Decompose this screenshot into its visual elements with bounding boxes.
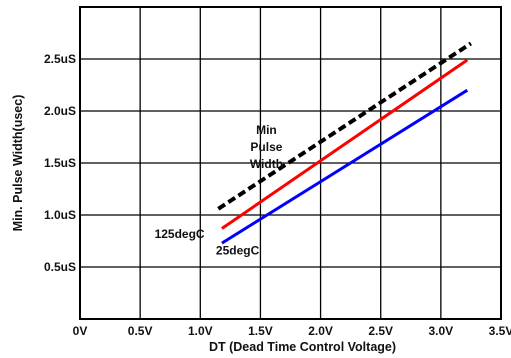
x-tick-label: 2.0V (308, 324, 333, 338)
annotation-label: Min (256, 123, 277, 137)
series-line-0 (217, 41, 472, 211)
x-tick-label: 1.0V (188, 324, 213, 338)
x-tick-label: 0V (73, 324, 88, 338)
annotation-label: Pulse (250, 140, 282, 154)
y-tick-label: 1.0uS (44, 208, 76, 222)
annotation-label: 125degC (155, 227, 205, 241)
x-tick-label: 3.5V (489, 324, 511, 338)
series-line-2 (221, 88, 469, 245)
x-tick-label: 3.0V (429, 324, 454, 338)
x-tick-label: 1.5V (248, 324, 273, 338)
annotation-label: 25degC (216, 244, 260, 258)
series-line-1 (221, 58, 469, 230)
x-tick-label: 2.5V (368, 324, 393, 338)
annotation-label: Width (250, 157, 283, 171)
y-tick-label: 2.0uS (44, 104, 76, 118)
y-tick-label: 1.5uS (44, 156, 76, 170)
x-axis-label: DT (Dead Time Control Voltage) (209, 340, 396, 354)
y-tick-label: 0.5uS (44, 260, 76, 274)
y-axis-label: Min. Pulse Width(usec) (11, 95, 25, 232)
y-tick-label: 2.5uS (44, 52, 76, 66)
x-tick-label: 0.5V (128, 324, 153, 338)
